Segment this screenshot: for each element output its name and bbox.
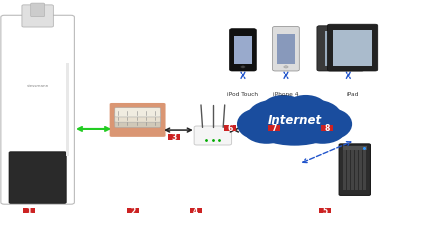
FancyBboxPatch shape [194, 126, 231, 145]
Ellipse shape [243, 116, 290, 144]
Text: 6: 6 [227, 124, 233, 133]
FancyBboxPatch shape [1, 16, 74, 204]
Ellipse shape [241, 67, 245, 69]
FancyBboxPatch shape [268, 126, 280, 131]
Text: iPhone 4: iPhone 4 [273, 91, 299, 96]
FancyBboxPatch shape [22, 6, 53, 28]
FancyBboxPatch shape [273, 27, 299, 72]
FancyBboxPatch shape [115, 113, 160, 123]
FancyBboxPatch shape [363, 150, 366, 190]
Ellipse shape [254, 112, 335, 146]
FancyBboxPatch shape [343, 150, 346, 190]
FancyBboxPatch shape [351, 150, 354, 190]
FancyBboxPatch shape [168, 135, 180, 140]
FancyBboxPatch shape [277, 34, 295, 65]
FancyBboxPatch shape [333, 30, 372, 66]
Text: 7: 7 [271, 124, 276, 133]
FancyBboxPatch shape [110, 104, 166, 137]
FancyBboxPatch shape [190, 208, 202, 213]
FancyBboxPatch shape [339, 144, 370, 196]
Ellipse shape [310, 109, 352, 140]
FancyBboxPatch shape [31, 4, 45, 18]
FancyBboxPatch shape [321, 126, 333, 131]
Text: viessmann: viessmann [27, 83, 49, 88]
Text: Internet: Internet [267, 114, 322, 127]
FancyBboxPatch shape [328, 25, 378, 72]
Text: iPod Touch: iPod Touch [227, 91, 258, 96]
Ellipse shape [284, 67, 288, 69]
Text: 4: 4 [193, 206, 198, 215]
FancyBboxPatch shape [234, 36, 252, 65]
FancyBboxPatch shape [230, 29, 256, 72]
Ellipse shape [237, 109, 280, 140]
FancyBboxPatch shape [343, 147, 366, 151]
Ellipse shape [260, 98, 329, 144]
Ellipse shape [285, 96, 327, 122]
FancyBboxPatch shape [359, 150, 362, 190]
Text: 5: 5 [322, 206, 327, 215]
FancyBboxPatch shape [66, 64, 69, 156]
FancyBboxPatch shape [115, 119, 160, 128]
FancyBboxPatch shape [127, 208, 139, 213]
FancyBboxPatch shape [317, 27, 364, 72]
FancyBboxPatch shape [325, 32, 356, 67]
Text: iPad: iPad [347, 91, 359, 96]
FancyBboxPatch shape [224, 126, 236, 131]
Text: 1: 1 [27, 206, 32, 215]
FancyBboxPatch shape [23, 208, 35, 213]
Text: 3: 3 [172, 133, 177, 142]
Ellipse shape [262, 96, 304, 122]
Text: 8: 8 [324, 124, 329, 133]
Ellipse shape [299, 116, 346, 144]
FancyBboxPatch shape [347, 150, 350, 190]
FancyBboxPatch shape [115, 108, 160, 117]
FancyBboxPatch shape [319, 208, 331, 213]
FancyBboxPatch shape [9, 152, 66, 203]
FancyBboxPatch shape [355, 150, 358, 190]
Text: 2: 2 [131, 206, 136, 215]
Ellipse shape [246, 100, 300, 137]
Ellipse shape [289, 100, 343, 137]
